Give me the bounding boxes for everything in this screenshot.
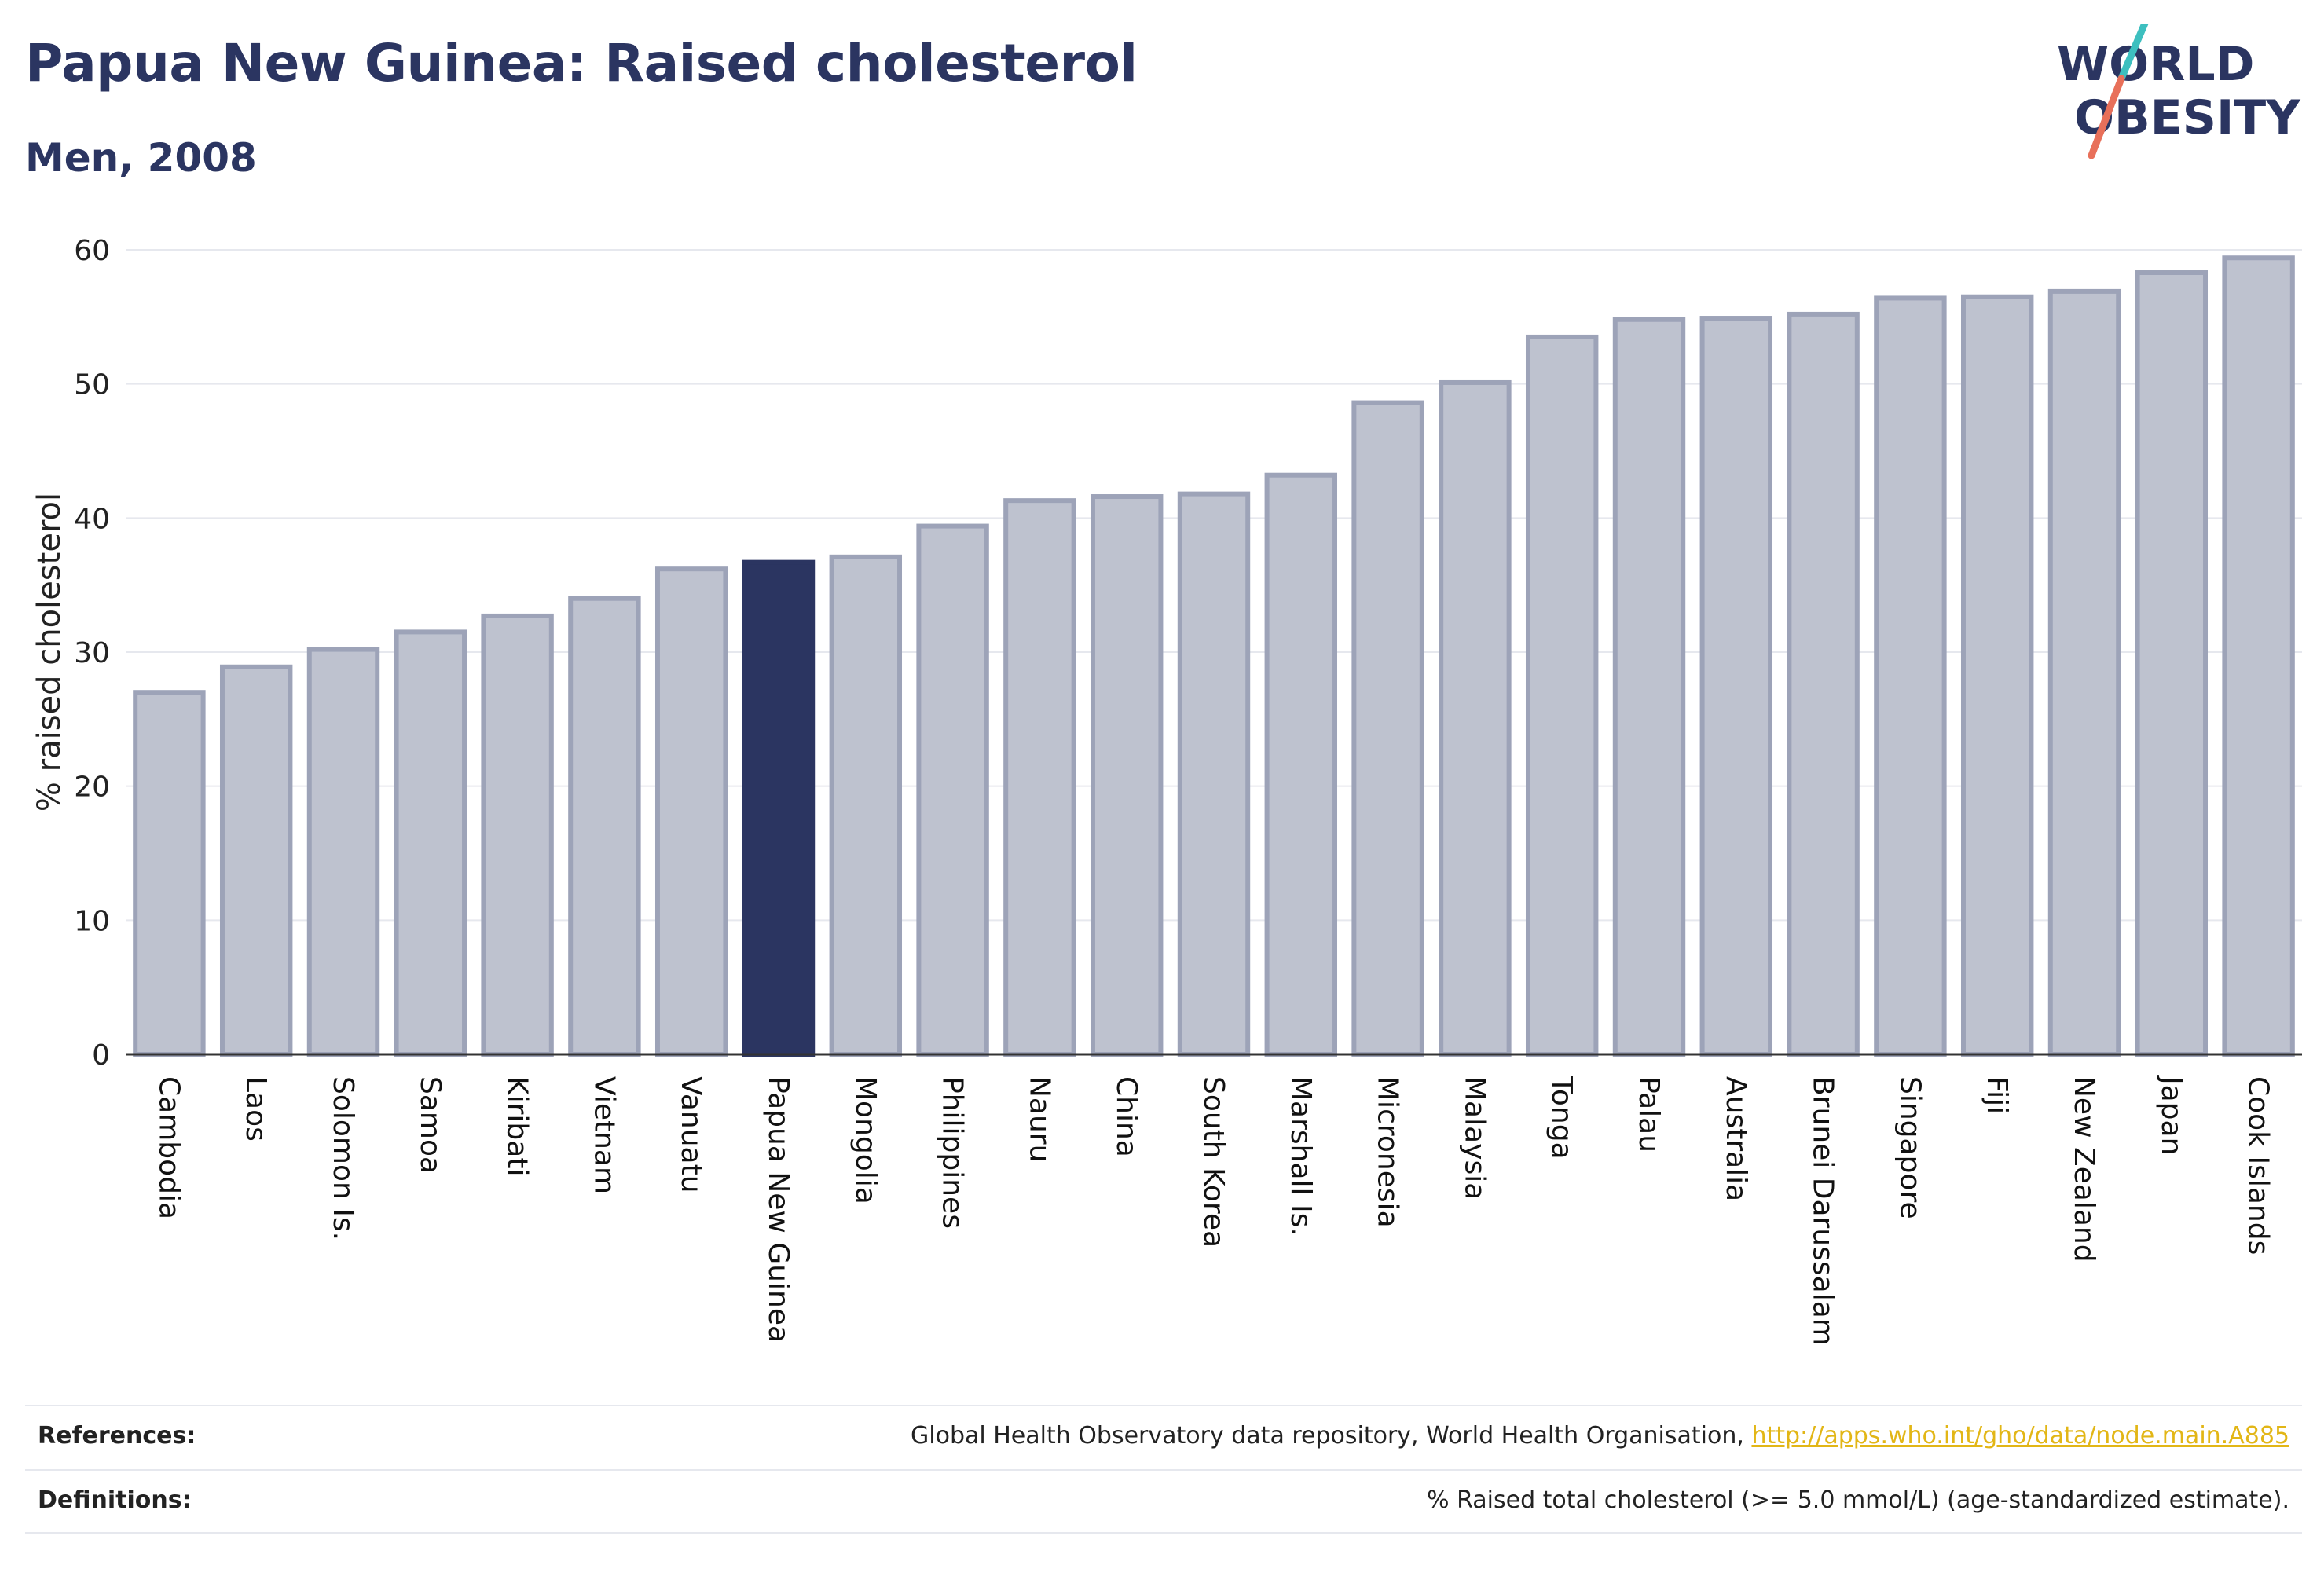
x-tick-label: Micronesia [1372,1076,1404,1228]
bar [2047,288,2121,1057]
world-obesity-logo: WORLD OBESITY [2057,24,2301,159]
references-text: Global Health Observatory data repositor… [911,1422,1752,1450]
bar [1090,494,1164,1057]
bar [1264,472,1338,1057]
footer-divider [25,1532,2302,1534]
y-tick-label: 60 [74,235,110,267]
x-tick-label: Palau [1633,1076,1665,1153]
bar [1439,379,1512,1057]
x-tick-label: Malaysia [1458,1076,1490,1200]
y-tick-label: 30 [74,637,110,669]
bar [1787,311,1860,1057]
logo-slash-top [2117,24,2149,82]
y-tick-label: 50 [74,369,110,401]
definitions-label: Definitions: [38,1486,192,1514]
x-tick-label: Samoa [414,1076,446,1174]
references-value: Global Health Observatory data repositor… [911,1422,2289,1450]
bar [1960,294,2034,1057]
bar [133,690,206,1057]
definitions-value: % Raised total cholesterol (>= 5.0 mmol/… [1427,1486,2289,1514]
bar [481,613,554,1057]
references-row: References: Global Health Observatory da… [25,1405,2302,1469]
y-tick-label: 10 [74,905,110,937]
bar-highlighted [742,559,816,1057]
x-tick-label: Brunei Darussalam [1807,1076,1839,1346]
logo-slash-bottom [2088,75,2125,159]
bar [1874,295,1947,1057]
definitions-row: Definitions: % Raised total cholesterol … [25,1469,2302,1534]
y-tick-label: 40 [74,503,110,535]
y-tick-label: 20 [74,772,110,804]
references-label: References: [38,1422,196,1450]
references-link[interactable]: http://apps.who.int/gho/data/node.main.A… [1751,1422,2289,1450]
x-tick-label: Solomon Is. [327,1076,359,1241]
y-axis-label: % raised cholesterol [31,493,68,812]
x-tick-label: South Korea [1197,1076,1230,1248]
x-tick-label: Australia [1720,1076,1752,1201]
x-tick-label: Singapore [1893,1076,1926,1219]
bar [1351,400,1424,1057]
bar [1699,316,1773,1057]
x-tick-label: Kiribati [501,1076,533,1176]
bar [219,664,293,1057]
x-tick-label: Cook Islands [2242,1076,2275,1255]
x-tick-label: Laos [240,1076,272,1142]
bar [2222,255,2295,1057]
x-tick-label: Mongolia [849,1076,882,1204]
chart-title: Papua New Guinea: Raised cholesterol [25,33,1138,93]
x-tick-label: Marshall Is. [1285,1076,1317,1237]
bar [394,629,467,1057]
bar [2135,270,2209,1057]
bar-chart: 0 10 20 30 40 50 60 % raised cholesterol Cambodi… [31,235,2302,1346]
x-tick-label: Vietnam [588,1076,620,1194]
logo-line-1: WORLD [2057,37,2254,92]
y-tick-label: 0 [92,1039,110,1072]
x-tick-label: Philippines [937,1076,969,1229]
bar [1177,491,1251,1057]
chart-subtitle: Men, 2008 [25,135,257,181]
x-tick-label: Vanuatu [675,1076,707,1193]
x-tick-label: Nauru [1023,1076,1055,1162]
x-tick-label: Fiji [1981,1076,2013,1114]
bar [916,523,989,1057]
x-tick-label: Papua New Guinea [762,1076,794,1343]
x-tick-label: Tonga [1545,1076,1578,1160]
bar [1525,334,1599,1057]
bar [1612,317,1686,1057]
x-tick-label: China [1110,1076,1142,1157]
x-tick-label: Japan [2155,1075,2187,1155]
bar [1003,498,1076,1057]
bar [306,647,380,1057]
bar [829,554,903,1057]
x-tick-label: Cambodia [152,1076,185,1219]
bar [654,566,728,1057]
x-tick-label: New Zealand [2068,1076,2100,1263]
bar [568,596,641,1057]
